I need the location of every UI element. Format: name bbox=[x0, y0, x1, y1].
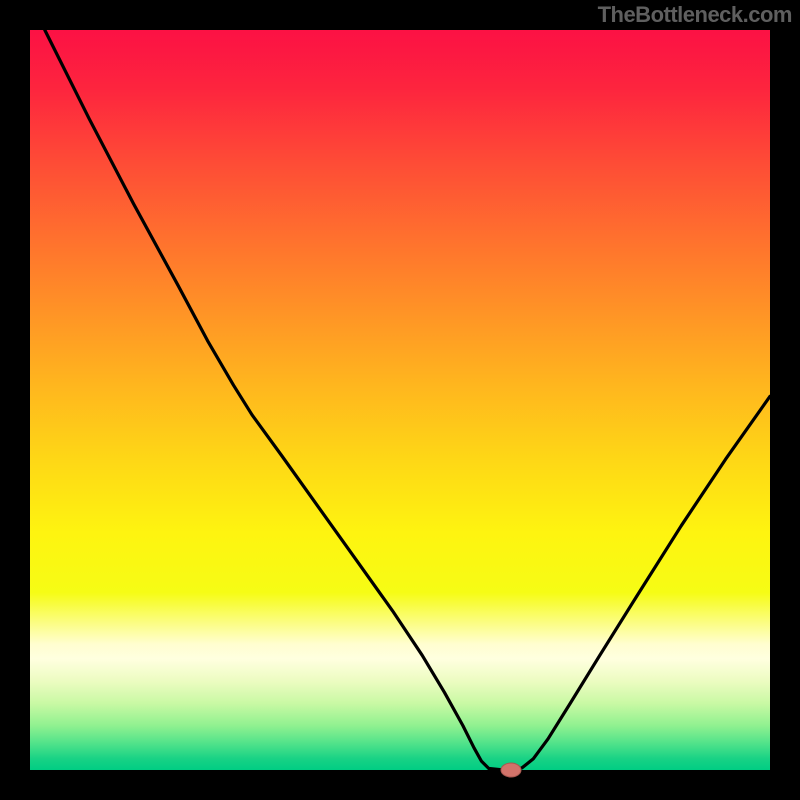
watermark-text: TheBottleneck.com bbox=[598, 2, 792, 28]
bottleneck-chart bbox=[0, 0, 800, 800]
optimal-marker bbox=[501, 763, 521, 777]
gradient-background bbox=[30, 30, 770, 770]
